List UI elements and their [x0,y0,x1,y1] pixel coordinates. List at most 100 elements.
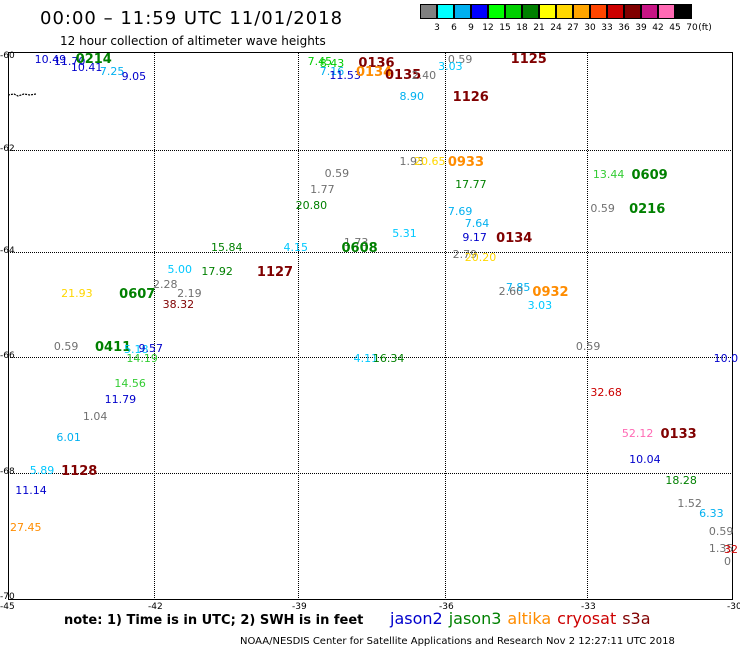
pass-time-label: 0411 [95,340,132,356]
wave-height-value: 17.77 [455,177,487,191]
wave-height-value: 10.0 [713,352,739,366]
scale-label: 18 [516,23,528,33]
wave-height-value: 32 [724,542,738,556]
scale-label: 27 [567,23,579,33]
units-note: note: 1) Time is in UTC; 2) SWH is in fe… [64,613,364,628]
scale-swatch [641,4,658,19]
legend-entry: cryosat [557,609,617,628]
latitude-tick: -62 [0,144,15,154]
wave-height-value: 1.35 [708,542,734,556]
legend-entry: jason2 [390,609,443,628]
scale-label: 36 [618,23,630,33]
longitude-tick: -39 [292,602,307,612]
wave-height-value: 20.80 [295,198,328,212]
wave-height-value: 2.28 [153,278,178,292]
latitude-tick: -64 [0,246,15,256]
pass-time-label: 1126 [452,89,489,105]
wave-height-value: 17.92 [201,265,233,279]
wave-height-value: 7.64 [464,216,490,230]
wave-height-value: 9.17 [462,230,487,244]
coastline-fragment [8,93,37,97]
wave-height-value: 15.84 [211,240,243,254]
scale-label: 70 [686,23,698,33]
wave-height-value: 4.11 [353,352,379,366]
scale-swatch [505,4,522,19]
pass-time-label: 0608 [341,240,378,256]
wave-height-value: 0.59 [447,52,473,66]
map-subtitle: 12 hour collection of altimeter wave hei… [60,34,326,48]
wave-height-value: 0.59 [53,340,79,354]
wave-height-value: 0.59 [590,201,615,215]
wave-height-value: 14.19 [126,352,158,366]
wave-height-value: 7.45 [307,55,333,69]
scale-swatch [573,4,590,19]
wave-height-value: 11.14 [15,484,47,498]
wave-height-value: 32.68 [590,385,622,399]
wave-height-value: 5.18 [124,343,149,357]
wave-height-value: 21.93 [61,287,93,300]
meridian-line [445,52,446,600]
scale-swatch [454,4,471,19]
wave-height-value: 5.00 [167,262,193,276]
wave-height-value: 1.04 [82,409,108,423]
map-title: 00:00 – 11:59 UTC 11/01/2018 [40,8,344,29]
pass-time-label: 1127 [256,265,294,281]
wave-height-value: 8.90 [399,89,425,103]
scale-label: 9 [468,23,474,33]
pass-time-label: 0134 [356,64,393,80]
scale-swatch [437,4,454,19]
pass-time-label: 0133 [660,426,697,442]
wave-height-value: 8.43 [319,56,345,70]
scale-unit: (ft) [698,23,712,33]
wave-height-value: 11.70 [53,54,86,68]
wave-height-value: 1.73 [343,235,369,249]
scale-label: 12 [482,23,494,33]
wave-height-value: 10.04 [629,452,661,466]
scale-label: 6 [451,23,457,33]
legend-entry: altika [507,609,552,628]
legend-entry: jason3 [448,609,502,628]
map-frame [8,52,733,600]
scale-swatch [675,4,692,19]
scale-swatch [471,4,488,19]
longitude-tick: -30 [727,602,740,612]
wave-height-value: 10.41 [70,61,103,75]
pass-time-label: 0135 [385,67,422,83]
longitude-tick: -45 [0,602,15,612]
wave-height-value: 0.59 [575,340,601,354]
scale-swatch [658,4,675,19]
wave-height-value: 2.40 [411,68,437,82]
scale-swatch [556,4,573,19]
meridian-line [154,52,155,600]
wave-height-value: 4.15 [283,240,309,254]
wave-height-value: 5.31 [392,226,417,240]
pass-time-label: 1125 [510,51,547,67]
parallel-line [8,252,733,253]
wave-height-value: 0.59 [708,525,734,539]
wave-height-value: 13.44 [592,167,625,181]
scale-label: 30 [584,23,596,33]
latitude-tick: -68 [0,467,15,477]
wave-height-value: 6.33 [699,507,724,521]
scale-label: 21 [533,23,545,33]
wave-height-value: 7.85 [505,281,531,295]
wave-height-value: 2.19 [177,287,202,300]
pass-time-label: 0216 [629,201,666,217]
longitude-tick: -36 [439,602,454,612]
wave-height-value: 20.20 [464,250,497,264]
wave-height-value: 27.45 [10,521,42,534]
wave-height-value: 11.79 [104,392,137,406]
meridian-line [298,52,299,600]
parallel-line [8,150,733,151]
parallel-line [8,473,733,474]
satellite-legend: jason2 jason3 altika cryosat s3a [390,609,657,628]
legend-entry: s3a [622,609,651,628]
credit-line: NOAA/NESDIS Center for Satellite Applica… [240,636,675,647]
wave-height-value: 5.89 [29,463,55,477]
wave-height-value: 2.60 [498,284,524,298]
scale-label: 33 [601,23,613,33]
wave-height-value: 10.49 [34,52,67,66]
scale-label: 15 [499,23,511,33]
wave-height-value: 3.03 [527,299,553,313]
wave-height-value: 38.32 [162,298,195,312]
